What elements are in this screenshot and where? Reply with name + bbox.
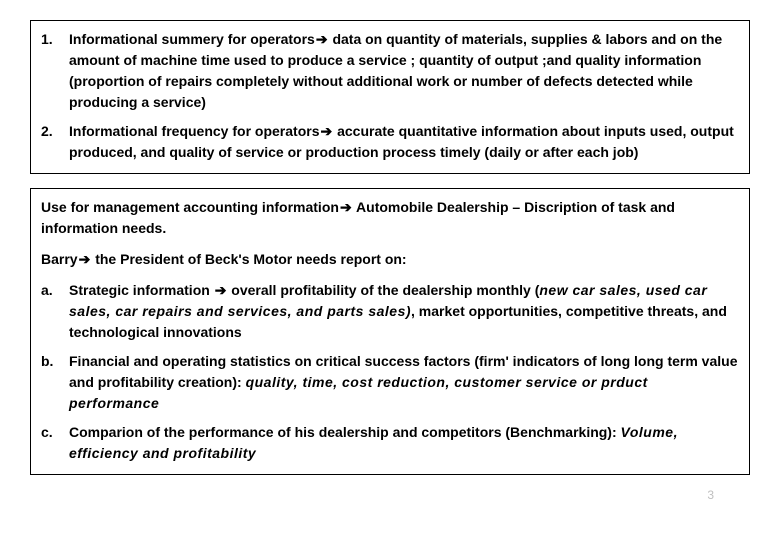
arrow-icon: ➔ (214, 280, 228, 301)
arrow-icon: ➔ (315, 29, 329, 50)
item-marker: c. (41, 422, 69, 464)
item-mid: overall profitability of the dealership … (227, 282, 539, 298)
operators-info-box: 1. Informational summery for operators➔ … (30, 20, 750, 174)
item-marker: b. (41, 351, 69, 414)
intro-pre: Use for management accounting informatio… (41, 199, 339, 215)
arrow-icon: ➔ (78, 249, 92, 270)
intro2-pre: Barry (41, 251, 78, 267)
page-number: 3 (707, 486, 714, 504)
arrow-icon: ➔ (319, 121, 333, 142)
item-body: Financial and operating statistics on cr… (69, 351, 739, 414)
arrow-icon: ➔ (339, 197, 353, 218)
item-body: Informational frequency for operators➔ a… (69, 121, 739, 163)
dealership-info-box: Use for management accounting informatio… (30, 188, 750, 475)
item-body: Strategic information ➔ overall profitab… (69, 280, 739, 343)
item-body: Comparion of the performance of his deal… (69, 422, 739, 464)
intro2-post: the President of Beck's Motor needs repo… (91, 251, 406, 267)
item-lead: Informational frequency for operators (69, 123, 319, 139)
intro-line-1: Use for management accounting informatio… (41, 197, 739, 239)
item-marker: 2. (41, 121, 69, 163)
list-item: a. Strategic information ➔ overall profi… (41, 280, 739, 343)
intro-line-2: Barry➔ the President of Beck's Motor nee… (41, 249, 739, 270)
item-body: Informational summery for operators➔ dat… (69, 29, 739, 113)
item-marker: a. (41, 280, 69, 343)
list-item: 2. Informational frequency for operators… (41, 121, 739, 163)
item-marker: 1. (41, 29, 69, 113)
list-item: b. Financial and operating statistics on… (41, 351, 739, 414)
list-item: c. Comparion of the performance of his d… (41, 422, 739, 464)
item-lead: Strategic information (69, 282, 214, 298)
item-plain: Comparion of the performance of his deal… (69, 424, 621, 440)
item-lead: Informational summery for operators (69, 31, 315, 47)
list-item: 1. Informational summery for operators➔ … (41, 29, 739, 113)
